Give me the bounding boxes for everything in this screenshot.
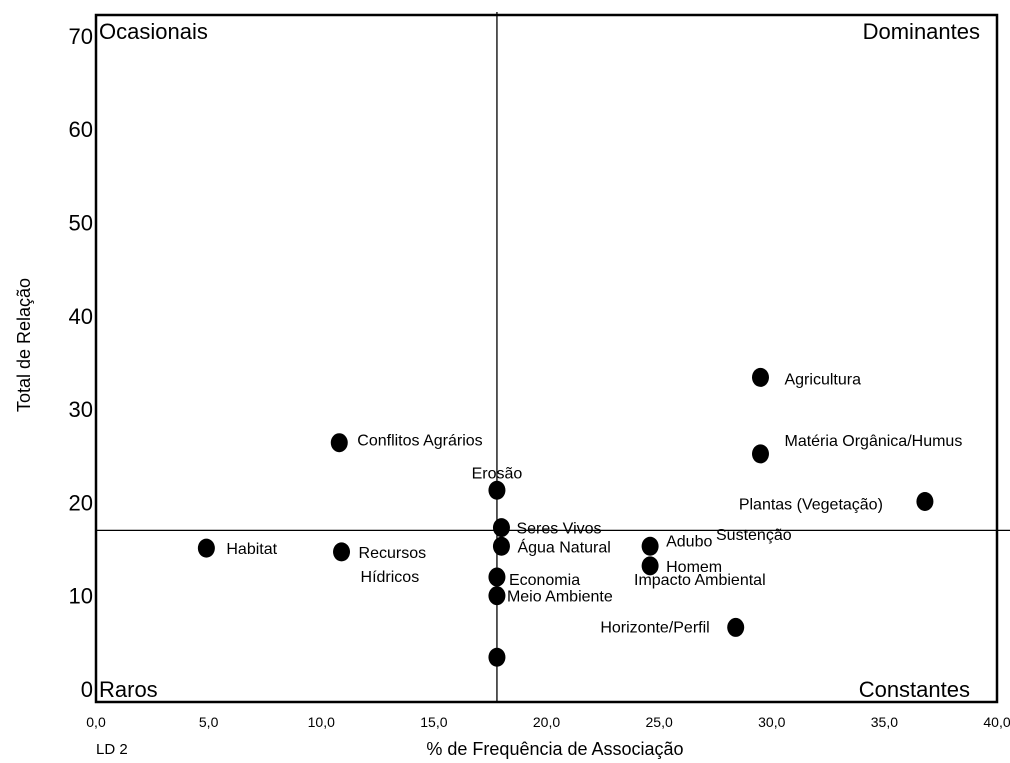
point-label: Homem — [666, 559, 722, 576]
x-tick-label: 0,0 — [86, 714, 106, 730]
point-label: Recursos — [359, 545, 427, 562]
data-points — [197, 367, 934, 667]
data-point — [641, 536, 659, 556]
x-tick-label: 5,0 — [199, 714, 219, 730]
y-axis-label: Total de Relação — [14, 278, 34, 412]
corner-label: LD 2 — [96, 741, 128, 758]
point-label: Habitat — [226, 541, 277, 558]
point-label: Plantas (Vegetação) — [739, 496, 883, 513]
data-point — [333, 542, 351, 562]
point-label: Adubo — [666, 533, 712, 550]
point-label: Horizonte/Perfil — [600, 619, 709, 636]
point-label: Agricultura — [784, 371, 861, 388]
data-point — [916, 491, 934, 511]
data-point — [492, 536, 510, 556]
y-tick-labels: 0 10 20 30 40 50 60 70 — [69, 24, 93, 702]
point-label: Sustenção — [716, 527, 792, 544]
data-point — [197, 538, 215, 558]
data-point — [488, 567, 506, 587]
data-point — [727, 617, 745, 637]
quadrant-label-bottom-right: Constantes — [859, 677, 970, 702]
quadrant-label-bottom-left: Raros — [99, 677, 158, 702]
point-label: Conflitos Agrários — [357, 433, 482, 450]
y-tick-label: 0 — [81, 677, 93, 702]
x-tick-label: 10,0 — [308, 714, 335, 730]
point-labels: Agricultura Matéria Orgânica/Humus Plantas… — [226, 371, 962, 636]
point-label: Matéria Orgânica/Humus — [784, 433, 962, 450]
data-point — [492, 518, 510, 538]
data-point — [641, 556, 659, 576]
data-point — [751, 367, 769, 387]
y-tick-label: 60 — [69, 117, 93, 142]
quadrant-label-top-left: Ocasionais — [99, 19, 208, 44]
data-point — [488, 647, 506, 667]
data-point — [751, 444, 769, 464]
point-label: Água Natural — [517, 537, 610, 556]
x-tick-label: 20,0 — [533, 714, 560, 730]
x-tick-label: 35,0 — [871, 714, 898, 730]
point-label: Erosão — [472, 465, 523, 482]
x-tick-label: 30,0 — [758, 714, 785, 730]
point-label: Hídricos — [361, 569, 420, 586]
quadrant-label-top-right: Dominantes — [863, 19, 980, 44]
y-tick-label: 20 — [69, 490, 93, 515]
y-tick-label: 10 — [69, 584, 93, 609]
plot-frame — [94, 13, 999, 704]
y-tick-label: 50 — [69, 211, 93, 236]
point-label: Meio Ambiente — [507, 589, 613, 606]
y-tick-label: 40 — [69, 304, 93, 329]
x-tick-label: 40,0 — [983, 714, 1010, 730]
x-axis-label: % de Frequência de Associação — [426, 739, 683, 759]
data-point — [330, 433, 348, 453]
data-point — [488, 480, 506, 500]
x-tick-label: 25,0 — [646, 714, 673, 730]
point-label: Seres Vivos — [516, 521, 601, 538]
x-tick-labels: 0,0 5,0 10,0 15,0 20,0 25,0 30,0 35,0 40,0 — [86, 714, 1010, 730]
point-label: Impacto Ambiental — [634, 572, 766, 589]
x-tick-label: 15,0 — [420, 714, 447, 730]
y-tick-label: 30 — [69, 397, 93, 422]
y-tick-label: 70 — [69, 24, 93, 49]
data-point — [488, 586, 506, 606]
point-label: Economia — [509, 572, 580, 589]
